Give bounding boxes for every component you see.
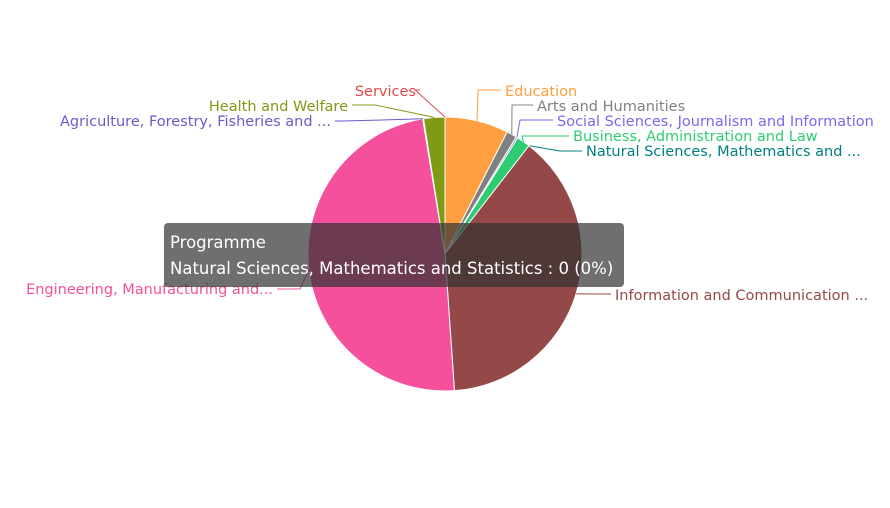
label-line-natural-sciences-mathematics-and-statistics	[528, 145, 582, 152]
slice-label-agriculture-forestry-fisheries-and-veterinary: Agriculture, Forestry, Fisheries and ...	[60, 114, 331, 130]
tooltip-title: Programme	[170, 233, 266, 252]
tooltip-text: Natural Sciences, Mathematics and Statis…	[170, 259, 614, 278]
label-line-services	[413, 89, 446, 118]
label-line-education	[476, 89, 501, 121]
slice-label-natural-sciences-mathematics-and-statistics: Natural Sciences, Mathematics and ...	[586, 144, 861, 160]
label-line-social-sciences-journalism-and-information	[516, 119, 553, 138]
slice-label-health-and-welfare: Health and Welfare	[209, 99, 348, 115]
slice-label-services: Services	[355, 84, 416, 100]
label-line-agriculture-forestry-fisheries-and-veterinary	[335, 118, 424, 122]
slice-label-social-sciences-journalism-and-information: Social Sciences, Journalism and Informat…	[557, 114, 874, 130]
slice-label-business-administration-and-law: Business, Administration and Law	[573, 129, 818, 145]
label-line-health-and-welfare	[352, 104, 435, 118]
chart-tooltip: Programme Natural Sciences, Mathematics …	[164, 223, 624, 287]
slice-label-arts-and-humanities: Arts and Humanities	[537, 99, 685, 115]
label-line-business-administration-and-law	[521, 135, 569, 142]
slice-label-information-and-communication-technologies: Information and Communication ...	[615, 288, 868, 304]
slice-label-education: Education	[505, 84, 577, 100]
label-line-arts-and-humanities	[511, 104, 533, 135]
